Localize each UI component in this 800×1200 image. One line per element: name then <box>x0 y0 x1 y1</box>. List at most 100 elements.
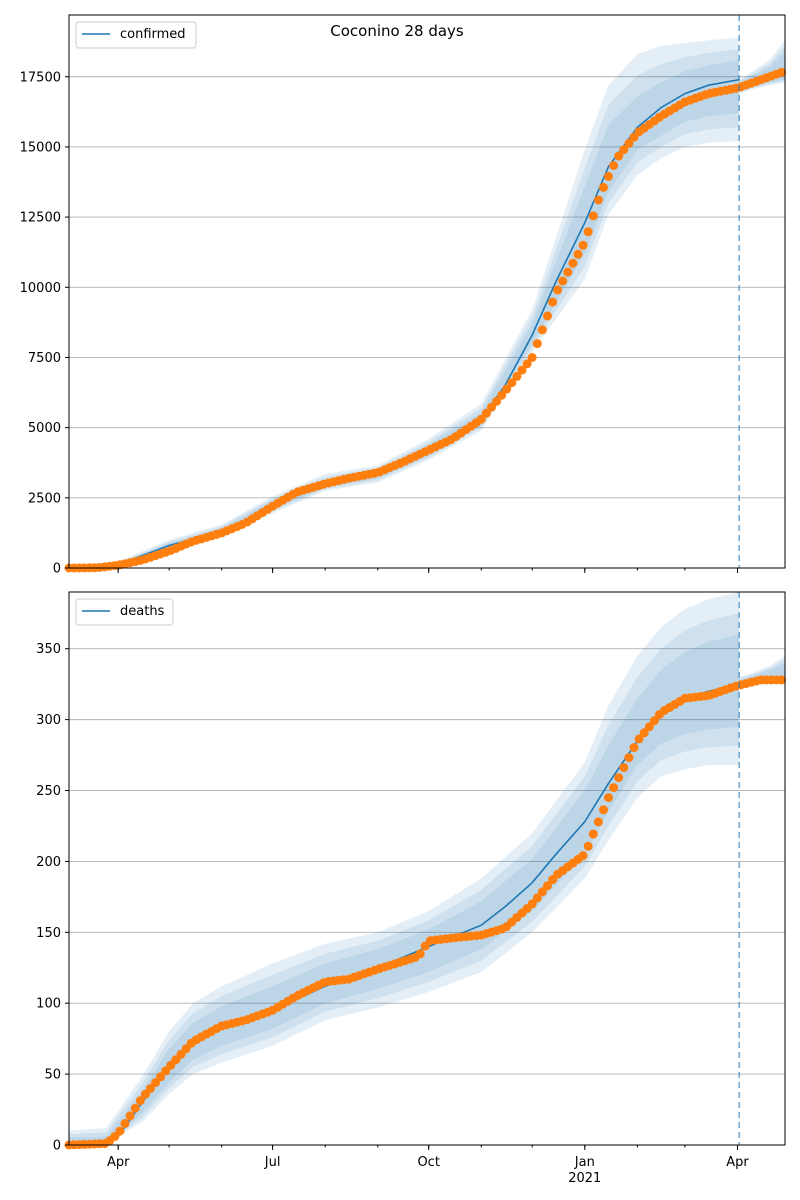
confirmed-observed-point <box>563 267 573 277</box>
deaths-y-ticks: 0 50 100 150 200 250 300 350 <box>36 642 69 1154</box>
confirmed-panel: 0 2500 5000 7500 10000 12500 15000 17500 confir… <box>20 14 787 577</box>
deaths-observed-point <box>145 1084 155 1093</box>
confirmed-observed-point <box>548 297 558 307</box>
deaths-y-tick-label: 100 <box>36 997 61 1012</box>
figure-title: Coconino 28 days <box>330 22 464 40</box>
confirmed-observed-point <box>512 371 522 381</box>
deaths-legend-label: deaths <box>120 604 165 619</box>
confirmed-observed-point <box>578 240 588 250</box>
confirmed-observed-point <box>497 390 507 400</box>
confirmed-y-tick-label: 0 <box>53 562 61 577</box>
deaths-middle-band <box>69 613 740 1145</box>
confirmed-bands <box>69 37 785 569</box>
deaths-observed-point <box>115 1126 125 1136</box>
deaths-y-tick-label: 0 <box>53 1139 61 1154</box>
deaths-observed-point <box>156 1072 166 1082</box>
confirmed-observed-point <box>614 151 624 161</box>
deaths-middle-band <box>739 659 785 684</box>
deaths-observed-points <box>64 675 787 1150</box>
deaths-legend: deaths <box>75 598 174 626</box>
deaths-y-tick-label: 150 <box>36 926 61 941</box>
deaths-y-tick-label: 300 <box>36 713 61 728</box>
confirmed-observed-point <box>476 414 486 424</box>
deaths-x-ticks <box>117 1145 738 1150</box>
confirmed-legend: confirmed <box>75 21 197 49</box>
x-year-label: 2021 <box>568 1171 601 1186</box>
deaths-observed-point <box>532 893 542 903</box>
confirmed-observed-point <box>543 311 552 321</box>
deaths-observed-point <box>609 783 619 793</box>
deaths-observed-point <box>578 851 588 861</box>
deaths-y-tick-label: 200 <box>36 855 61 870</box>
confirmed-observed-point <box>522 359 532 369</box>
deaths-frame-rect <box>68 591 786 1146</box>
confirmed-y-tick-label: 2500 <box>28 491 61 506</box>
deaths-observed-point <box>639 728 649 738</box>
confirmed-observed-points <box>64 67 787 573</box>
confirmed-x-ticks <box>117 568 738 573</box>
confirmed-y-tick-label: 17500 <box>20 70 61 85</box>
confirmed-observed-point <box>532 339 542 349</box>
confirmed-observed-point <box>593 195 603 205</box>
deaths-observed-point <box>619 763 629 773</box>
deaths-y-tick-label: 50 <box>44 1068 61 1083</box>
deaths-observed-point <box>583 841 593 851</box>
confirmed-observed-point <box>604 171 613 181</box>
confirmed-observed-point <box>487 402 496 412</box>
deaths-observed-point <box>599 805 608 815</box>
deaths-observed-point <box>125 1111 135 1121</box>
confirmed-observed-point <box>619 145 629 155</box>
confirmed-observed-point <box>507 378 517 388</box>
confirmed-y-tick-label: 12500 <box>20 211 61 226</box>
deaths-inner-band <box>739 662 785 683</box>
confirmed-observed-point <box>492 396 502 406</box>
deaths-observed-point <box>415 949 425 959</box>
confirmed-frame-rect <box>68 14 786 569</box>
deaths-observed-point <box>777 675 787 685</box>
confirmed-y-tick-label: 5000 <box>28 421 61 436</box>
confirmed-y-tick-label: 15000 <box>20 140 61 155</box>
deaths-observed-point <box>130 1103 140 1113</box>
deaths-panel: 0 50 100 150 200 250 300 350 deaths <box>36 591 787 1154</box>
deaths-outer-band <box>69 592 740 1145</box>
x-tick-label: Oct <box>417 1155 439 1170</box>
deaths-y-tick-label: 350 <box>36 642 61 657</box>
confirmed-observed-point <box>481 408 491 418</box>
deaths-observed-point <box>614 773 624 783</box>
deaths-observed-point <box>629 743 639 753</box>
deaths-observed-point <box>604 793 613 803</box>
confirmed-legend-box <box>75 21 197 49</box>
confirmed-observed-point <box>624 138 634 148</box>
confirmed-observed-point <box>573 249 583 259</box>
confirmed-y-tick-label: 7500 <box>28 351 61 366</box>
x-tick-label: Jan <box>574 1155 595 1170</box>
confirmed-observed-point <box>599 182 608 192</box>
deaths-inner-band <box>69 634 740 1145</box>
deaths-observed-point <box>624 753 634 763</box>
confirmed-observed-point <box>568 258 578 268</box>
confirmed-observed-point <box>583 227 593 237</box>
deaths-observed-point <box>593 817 603 827</box>
confirmed-grid <box>69 76 785 569</box>
deaths-observed-point <box>649 716 659 726</box>
x-tick-label: Jul <box>264 1155 281 1170</box>
deaths-observed-point <box>634 734 644 744</box>
deaths-observed-point <box>135 1096 145 1106</box>
deaths-observed-point <box>644 722 654 732</box>
deaths-y-tick-label: 250 <box>36 784 61 799</box>
confirmed-observed-point <box>558 276 568 286</box>
confirmed-observed-point <box>609 161 619 170</box>
deaths-observed-point <box>151 1078 160 1088</box>
confirmed-observed-point <box>777 67 787 77</box>
confirmed-legend-label: confirmed <box>120 27 186 42</box>
deaths-observed-point <box>543 881 552 891</box>
deaths-legend-box <box>75 598 174 626</box>
confirmed-observed-point <box>588 211 598 221</box>
x-tick-labels: Apr Jul Oct Jan Apr 2021 <box>107 1155 749 1186</box>
deaths-observed-point <box>120 1119 130 1128</box>
confirmed-observed-point <box>537 325 547 335</box>
x-tick-label: Apr <box>107 1155 130 1170</box>
deaths-observed-point <box>588 829 598 839</box>
confirmed-observed-point <box>553 285 563 295</box>
